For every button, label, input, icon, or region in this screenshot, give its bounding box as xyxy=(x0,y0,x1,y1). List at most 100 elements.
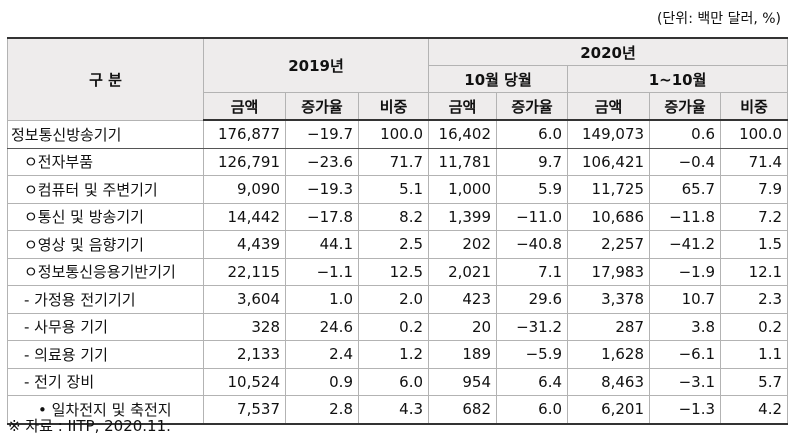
table-cell: 12.5 xyxy=(357,257,430,286)
header-share-2019: 비중 xyxy=(357,92,430,121)
table-cell: −3.1 xyxy=(649,367,722,396)
table-cell: 0.2 xyxy=(357,312,430,341)
header-2019: 2019년 xyxy=(202,37,430,93)
header-oct-month: 10월 당월 xyxy=(428,65,569,93)
table-cell: 6,201 xyxy=(567,395,651,425)
table-cell: 100.0 xyxy=(357,119,430,149)
table-row: - 사무용 기기 328 24.6 0.2 20 −31.2 287 3.8 0.2 xyxy=(7,312,789,341)
table-cell: 2,133 xyxy=(203,340,286,369)
header-2020: 2020년 xyxy=(428,37,789,66)
table-cell: 2,257 xyxy=(567,230,651,259)
row-label: ㅇ전자부품 xyxy=(7,147,204,176)
table-cell: −11.0 xyxy=(496,202,569,231)
row-label: - 사무용 기기 xyxy=(7,312,204,341)
table-cell: 16,402 xyxy=(428,119,498,149)
table-cell: 2.3 xyxy=(720,285,789,314)
table-cell: 126,791 xyxy=(203,147,286,176)
table-cell: 6.0 xyxy=(357,367,430,396)
table-cell: −23.6 xyxy=(285,147,359,176)
table-cell: 682 xyxy=(428,395,498,425)
table-cell: 10,686 xyxy=(567,202,651,231)
table-cell: 1,628 xyxy=(567,340,651,369)
table-cell: 12.1 xyxy=(720,257,789,286)
header-growth-2019: 증가율 xyxy=(285,92,359,121)
table-row: • 일차전지 및 축전지 7,537 2.8 4.3 682 6.0 6,201 −1.3 4.… xyxy=(7,395,789,425)
table-cell: −6.1 xyxy=(649,340,722,369)
table-cell: 10,524 xyxy=(203,367,286,396)
row-label: • 일차전지 및 축전지 xyxy=(7,395,204,425)
table-cell: 1,399 xyxy=(428,202,498,231)
table-cell: 3,378 xyxy=(567,285,651,314)
row-label: ㅇ정보통신응용기반기기 xyxy=(7,257,204,286)
table-cell: −5.9 xyxy=(496,340,569,369)
table-cell: 5.7 xyxy=(720,367,789,396)
table-cell: −11.8 xyxy=(649,202,722,231)
table-cell: 0.2 xyxy=(720,312,789,341)
table-row: ㅇ전자부품 126,791 −23.6 71.7 11,781 9.7 106,421 −0.… xyxy=(7,147,789,176)
table-cell: −1.3 xyxy=(649,395,722,425)
table-row: - 의료용 기기 2,133 2.4 1.2 189 −5.9 1,628 −6.1 1.1 xyxy=(7,340,789,369)
table-cell: 202 xyxy=(428,230,498,259)
table-cell: −17.8 xyxy=(285,202,359,231)
table-cell: 71.4 xyxy=(720,147,789,176)
table-cell: 2.0 xyxy=(357,285,430,314)
table-cell: 3.8 xyxy=(649,312,722,341)
table-cell: −0.4 xyxy=(649,147,722,176)
table-cell: 189 xyxy=(428,340,498,369)
table-cell: 44.1 xyxy=(285,230,359,259)
row-label: - 전기 장비 xyxy=(7,367,204,396)
table-cell: 29.6 xyxy=(496,285,569,314)
table-cell: 5.9 xyxy=(496,175,569,204)
header-amount-oct: 금액 xyxy=(428,92,498,121)
header-share-janoct: 비중 xyxy=(720,92,789,121)
table-cell: 287 xyxy=(567,312,651,341)
table-cell: 1,000 xyxy=(428,175,498,204)
table-cell: −41.2 xyxy=(649,230,722,259)
header-amount-janoct: 금액 xyxy=(567,92,651,121)
table-cell: 20 xyxy=(428,312,498,341)
table-cell: 8.2 xyxy=(357,202,430,231)
table-cell: 7.2 xyxy=(720,202,789,231)
table-cell: 9.7 xyxy=(496,147,569,176)
table-cell: 2.5 xyxy=(357,230,430,259)
table-cell: 5.1 xyxy=(357,175,430,204)
table-cell: −19.7 xyxy=(285,119,359,149)
table-row: - 가정용 전기기기 3,604 1.0 2.0 423 29.6 3,378 10.7 2.3 xyxy=(7,285,789,314)
table-row: ㅇ정보통신응용기반기기 22,115 −1.1 12.5 2,021 7.1 17,983−… xyxy=(7,257,789,286)
table-body: 정보통신방송기기 176,877 −19.7 100.0 16,402 6.0 149,07… xyxy=(7,119,789,425)
table-cell: −31.2 xyxy=(496,312,569,341)
table-cell: 423 xyxy=(428,285,498,314)
table-cell: 11,781 xyxy=(428,147,498,176)
row-label: ㅇ영상 및 음향기기 xyxy=(7,230,204,259)
table-cell: 9,090 xyxy=(203,175,286,204)
table-cell: 71.7 xyxy=(357,147,430,176)
table-cell: 176,877 xyxy=(203,119,286,149)
table-cell: 1.5 xyxy=(720,230,789,259)
table-cell: 2.4 xyxy=(285,340,359,369)
header-amount-2019: 금액 xyxy=(203,92,286,121)
table-cell: 14,442 xyxy=(203,202,286,231)
table-row: ㅇ컴퓨터 및 주변기기 9,090 −19.3 5.1 1,000 5.9 11,725 65… xyxy=(7,175,789,204)
table-cell: 10.7 xyxy=(649,285,722,314)
table-cell: −1.9 xyxy=(649,257,722,286)
header-jan-oct: 1~10월 xyxy=(567,65,789,93)
table-cell: 65.7 xyxy=(649,175,722,204)
table-cell: 1.2 xyxy=(357,340,430,369)
table-cell: 24.6 xyxy=(285,312,359,341)
table-cell: 2,021 xyxy=(428,257,498,286)
table-cell: 6.4 xyxy=(496,367,569,396)
table-cell: 6.0 xyxy=(496,395,569,425)
table-cell: 954 xyxy=(428,367,498,396)
source-note: ※ 자료 : IITP, 2020.11. xyxy=(8,417,171,435)
table-cell: 1.1 xyxy=(720,340,789,369)
table-cell: 7.9 xyxy=(720,175,789,204)
table-cell: 0.6 xyxy=(649,119,722,149)
table-cell: 4,439 xyxy=(203,230,286,259)
row-label: ㅇ통신 및 방송기기 xyxy=(7,202,204,231)
row-label: - 가정용 전기기기 xyxy=(7,285,204,314)
header-growth-janoct: 증가율 xyxy=(649,92,722,121)
unit-note: (단위: 백만 달러, %) xyxy=(656,11,781,27)
header-gubun: 구 분 xyxy=(7,37,204,121)
row-label: 정보통신방송기기 xyxy=(7,119,204,149)
table-cell: −40.8 xyxy=(496,230,569,259)
